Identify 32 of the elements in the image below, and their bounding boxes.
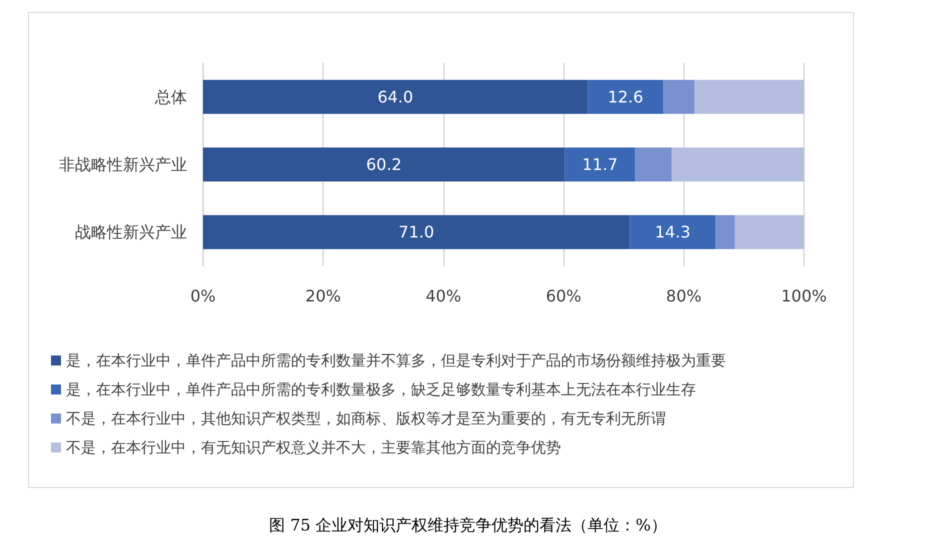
bar	[734, 215, 804, 250]
bar	[630, 215, 716, 250]
bar	[588, 80, 664, 114]
data-label: 12.6	[608, 87, 644, 106]
bar	[672, 148, 804, 182]
bar	[564, 148, 636, 182]
bar	[203, 80, 588, 114]
data-label: 11.7	[582, 155, 618, 174]
bar	[663, 80, 695, 114]
legend-label: 不是，在本行业中，有无知识产权意义并不大，主要靠其他方面的竞争优势	[66, 438, 561, 456]
bar	[635, 148, 672, 182]
data-label: 14.3	[654, 222, 690, 242]
legend-label: 不是，在本行业中，其他知识产权类型，如商标、版权等才是至为重要的，有无专利无所谓	[66, 410, 666, 428]
data-label: 64.0	[378, 87, 414, 106]
bar	[203, 148, 565, 182]
x-tick-label: 0%	[190, 286, 216, 306]
bar	[694, 80, 804, 114]
x-tick-label: 40%	[426, 286, 462, 306]
data-label: 60.2	[366, 155, 402, 174]
bar	[203, 215, 630, 250]
x-tick-label: 80%	[666, 286, 702, 306]
y-tick-label: 总体	[154, 87, 187, 106]
x-tick-label: 60%	[546, 286, 582, 306]
bar	[716, 215, 735, 250]
x-tick-label: 100%	[781, 286, 827, 306]
y-tick-label: 非战略性新兴产业	[59, 155, 187, 174]
x-tick-label: 20%	[305, 286, 341, 306]
data-label: 71.0	[398, 222, 434, 242]
legend-label: 是，在本行业中，单件产品中所需的专利数量并不算多，但是专利对于产品的市场份额维持极为重要	[66, 352, 726, 370]
y-tick-label: 战略性新兴产业	[75, 222, 187, 242]
legend-label: 是，在本行业中，单件产品中所需的专利数量极多，缺乏足够数量专利基本上无法在本行业生存	[66, 380, 696, 398]
text: 图 75 企业对知识产权维持竞争优势的看法（单位：%）	[269, 516, 667, 534]
